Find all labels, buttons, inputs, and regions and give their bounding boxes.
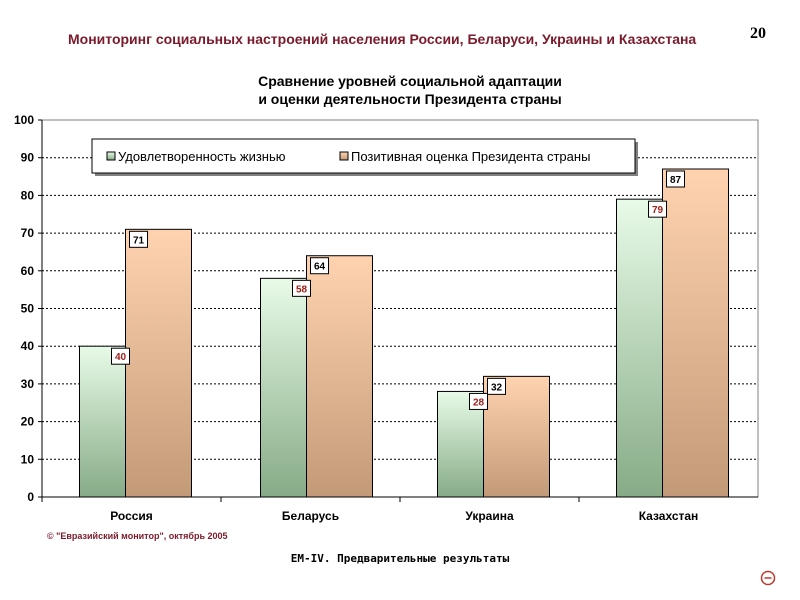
data-label-box [129, 230, 148, 248]
data-label-box [648, 200, 667, 218]
x-tick-label: Россия [110, 509, 153, 523]
data-label: 58 [296, 284, 308, 295]
data-label: 28 [473, 397, 485, 408]
axes: 0 10 20 30 40 50 60 70 80 90 100 Россия Беларусь Укра… [14, 113, 758, 523]
data-label: 40 [115, 352, 127, 363]
bars [79, 168, 729, 498]
data-label-box [469, 392, 488, 410]
y-tick-label: 20 [21, 415, 35, 429]
presentation-header: Мониторинг социальных настроений населен… [68, 31, 697, 47]
chart-title-line-1: Сравнение уровней социальной адаптации [258, 73, 562, 89]
y-tick-label: 50 [21, 302, 35, 316]
bar-president-3 [662, 168, 729, 498]
data-label: 71 [133, 235, 145, 246]
bar-president-2 [483, 375, 550, 498]
navigation-icon[interactable] [760, 570, 776, 586]
x-tick-label: Казахстан [639, 509, 699, 523]
bar-president-1 [306, 255, 373, 498]
data-labels: 40 71 58 64 28 32 79 87 [111, 170, 685, 410]
data-label-box [292, 279, 311, 297]
data-label: 64 [314, 262, 326, 273]
data-label: 32 [491, 382, 503, 393]
data-label-box [310, 257, 329, 275]
y-tick-label: 90 [21, 151, 35, 165]
data-label-box [111, 347, 130, 365]
bar-satisfaction-0 [79, 345, 126, 498]
legend-label-president: Позитивная оценка Президента страны [351, 149, 590, 164]
y-tick-label: 60 [21, 264, 35, 278]
legend-box [91, 138, 636, 174]
bar-satisfaction-3 [616, 198, 663, 498]
y-tick-label: 40 [21, 339, 35, 353]
y-tick-label: 70 [21, 226, 35, 240]
chart-title-line-2: и оценки деятельности Президента страны [258, 91, 562, 107]
legend-swatch-satisfaction [106, 151, 116, 161]
data-label: 87 [670, 175, 682, 186]
bar-president-0 [125, 228, 192, 498]
x-tick-label: Беларусь [282, 509, 339, 523]
y-tick-label: 0 [27, 490, 34, 504]
data-label-box [487, 377, 506, 395]
legend-swatch-president [339, 151, 349, 161]
chart-title: Сравнение уровней социальной адаптации и… [180, 72, 640, 108]
y-tick-label: 30 [21, 377, 35, 391]
data-label: 79 [652, 205, 664, 216]
y-tick-label: 10 [21, 452, 35, 466]
y-tick-label: 80 [21, 188, 35, 202]
x-tick-label: Украина [465, 509, 514, 523]
legend-label-satisfaction: Удовлетворенность жизнью [118, 149, 286, 164]
page-number: 20 [750, 25, 766, 42]
legend: Удовлетворенность жизнью Позитивная оцен… [91, 138, 638, 176]
bar-satisfaction-1 [260, 277, 307, 498]
copyright-note: © "Евразийский монитор", октябрь 2005 [47, 531, 228, 541]
footer-note: ЕМ-IV. Предварительные результаты [290, 552, 510, 565]
data-label-box [666, 170, 685, 188]
y-tick-label: 100 [14, 113, 34, 127]
